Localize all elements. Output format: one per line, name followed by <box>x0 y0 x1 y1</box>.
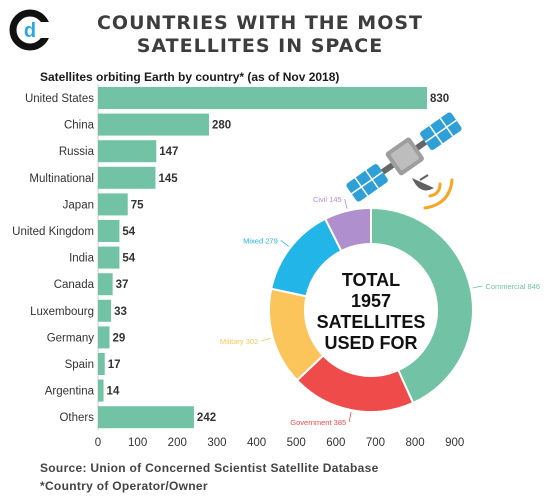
leader-military <box>261 337 272 342</box>
footnote: *Country of Operator/Owner <box>40 479 208 493</box>
brand-logo: d <box>9 9 52 51</box>
value-label-argentina: 14 <box>107 386 120 398</box>
slice-label-government: Government 385 <box>290 418 346 427</box>
slice-label-civil: Civil 145 <box>313 195 342 204</box>
chart-subtitle: Satellites orbiting Earth by country* (a… <box>40 70 340 84</box>
category-label-india: India <box>69 253 95 265</box>
bar-china <box>98 113 209 136</box>
bar-germany <box>98 326 110 349</box>
bar-spain <box>98 353 105 375</box>
value-label-united-kingdom: 54 <box>122 226 135 238</box>
category-label-germany: Germany <box>47 332 95 344</box>
source-note: Source: Union of Concerned Scientist Sat… <box>40 461 379 475</box>
leader-commercial <box>472 285 483 289</box>
slice-label-mixed: Mixed 279 <box>243 236 278 245</box>
logo-letter: d <box>24 20 36 42</box>
x-tick-300: 300 <box>207 437 226 449</box>
satellite-icon <box>346 112 462 210</box>
value-label-others: 242 <box>197 412 216 424</box>
category-label-luxembourg: Luxembourg <box>30 306 94 318</box>
value-label-united-states: 830 <box>430 93 449 105</box>
donut-center-text: TOTAL 1957 SATELLITES USED FOR <box>317 270 426 353</box>
value-label-spain: 17 <box>108 359 121 371</box>
bar-argentina <box>98 379 104 402</box>
bar-luxembourg <box>98 299 112 322</box>
category-label-china: China <box>64 120 95 132</box>
category-label-russia: Russia <box>59 146 95 158</box>
category-label-canada: Canada <box>54 279 95 291</box>
center-text-line-2: 1957 <box>351 291 391 311</box>
title-line-1: COUNTRIES WITH THE MOST <box>96 12 424 34</box>
x-tick-200: 200 <box>168 437 187 449</box>
bar-multinational <box>98 166 156 189</box>
center-text-line-1: TOTAL <box>342 270 400 290</box>
x-tick-600: 600 <box>326 437 345 449</box>
bar-russia <box>98 140 157 163</box>
leader-civil <box>344 198 348 209</box>
value-label-japan: 75 <box>131 199 144 211</box>
x-tick-900: 900 <box>445 437 464 449</box>
x-tick-800: 800 <box>406 437 425 449</box>
category-label-united-kingdom: United Kingdom <box>12 226 94 238</box>
x-tick-500: 500 <box>287 437 306 449</box>
value-label-luxembourg: 33 <box>114 306 127 318</box>
x-tick-700: 700 <box>366 437 385 449</box>
x-tick-100: 100 <box>128 437 147 449</box>
value-label-india: 54 <box>122 253 135 265</box>
leader-mixed <box>280 240 289 247</box>
title-line-2: SATELLITES IN SPACE <box>136 35 384 57</box>
bar-united-states <box>98 87 427 109</box>
bar-united-kingdom <box>98 220 120 242</box>
bar-others <box>98 406 194 429</box>
category-label-argentina: Argentina <box>45 386 95 398</box>
value-label-germany: 29 <box>112 332 125 344</box>
category-label-united-states: United States <box>25 93 94 105</box>
value-label-russia: 147 <box>159 146 178 158</box>
center-text-line-3: SATELLITES <box>317 312 426 332</box>
bar-canada <box>98 273 113 296</box>
x-tick-400: 400 <box>247 437 266 449</box>
category-label-spain: Spain <box>65 359 94 371</box>
bar-chart: United States 830 China 280 Russia 147 Multina… <box>12 84 464 449</box>
category-label-japan: Japan <box>63 199 94 211</box>
donut-hole <box>306 245 436 375</box>
slice-label-commercial: Commercial 846 <box>485 282 540 291</box>
page-title: COUNTRIES WITH THE MOST SATELLITES IN SP… <box>60 12 460 58</box>
slice-civil <box>323 206 372 253</box>
center-text-line-4: USED FOR <box>324 333 417 353</box>
category-label-others: Others <box>59 412 94 424</box>
leader-government <box>348 411 352 422</box>
category-label-multinational: Multinational <box>29 173 94 185</box>
slice-label-military: Military 302 <box>220 337 258 346</box>
value-label-canada: 37 <box>116 279 129 291</box>
value-label-multinational: 145 <box>158 173 178 185</box>
bar-india <box>98 246 120 269</box>
slice-commercial <box>370 206 474 405</box>
value-label-china: 280 <box>212 120 231 132</box>
x-tick-0: 0 <box>95 437 101 449</box>
donut-chart: Commercial 846 Government 385 Military 302… <box>220 195 540 427</box>
bar-japan <box>98 193 128 216</box>
